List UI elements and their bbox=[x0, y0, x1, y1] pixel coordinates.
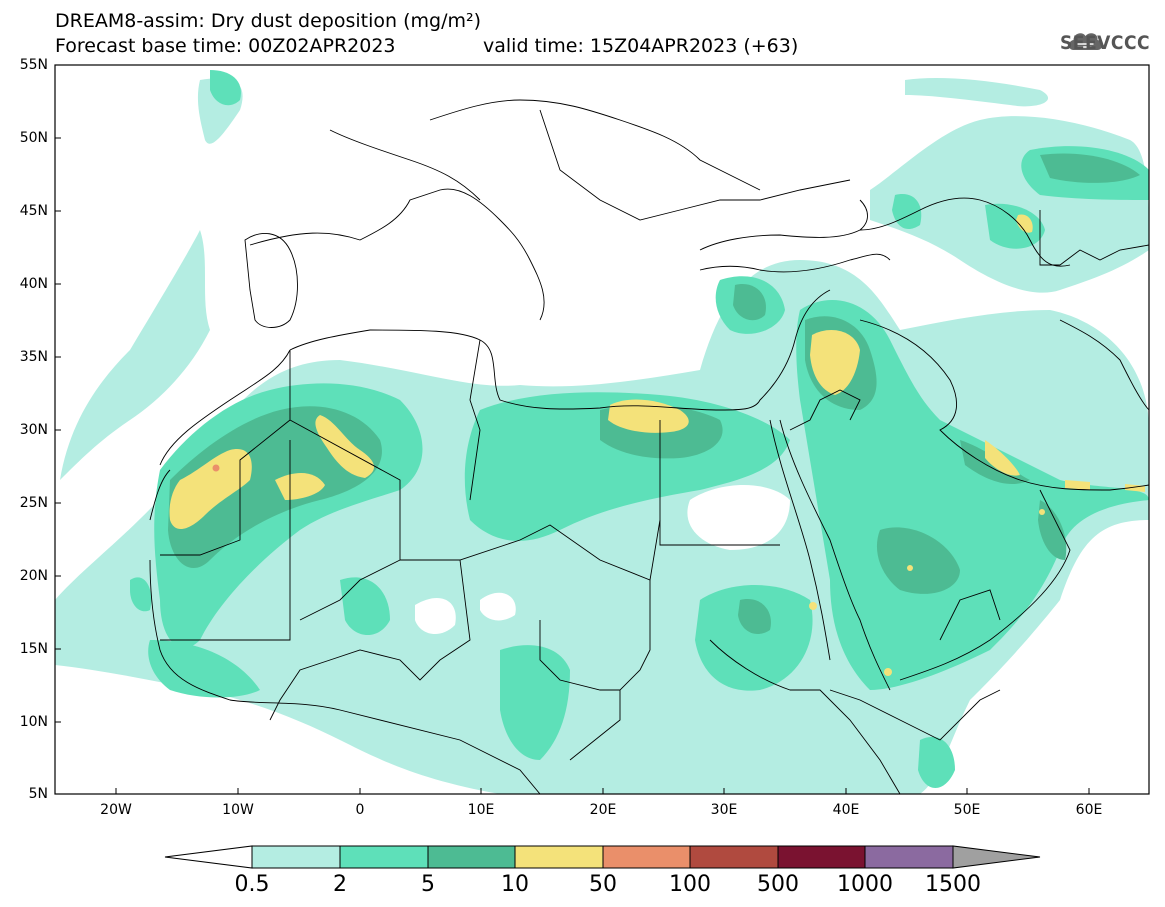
colorbar-label: 1000 bbox=[837, 872, 893, 897]
logo-text: SEEVCCC bbox=[1060, 32, 1151, 54]
colorbar-swatch-6 bbox=[689, 845, 779, 869]
axis-ticks bbox=[55, 64, 1090, 794]
lat-label: 15N bbox=[19, 641, 48, 657]
colorbar-swatch-4 bbox=[514, 845, 604, 869]
colorbar-swatch-5 bbox=[602, 845, 691, 869]
lat-label: 50N bbox=[19, 130, 48, 146]
colorbar-swatch-8 bbox=[864, 845, 954, 869]
lat-label: 45N bbox=[19, 203, 48, 219]
dust-level-4 bbox=[169, 214, 1145, 676]
colorbar-under-arrow bbox=[164, 845, 253, 869]
lat-label: 30N bbox=[19, 422, 48, 438]
lat-label: 40N bbox=[19, 276, 48, 292]
colorbar-label: 1500 bbox=[925, 872, 981, 897]
colorbar-swatch-3 bbox=[427, 845, 516, 869]
colorbar-label: 5 bbox=[421, 872, 435, 897]
country-borders bbox=[149, 99, 1149, 794]
lat-label: 20N bbox=[19, 568, 48, 584]
cloud-icon bbox=[1069, 33, 1102, 50]
lon-label: 20W bbox=[100, 802, 132, 818]
colorbar-swatch-7 bbox=[777, 845, 866, 869]
colorbar-label: 500 bbox=[757, 872, 799, 897]
colorbar-label: 100 bbox=[669, 872, 711, 897]
lon-label: 40E bbox=[832, 802, 860, 818]
lon-label: 0 bbox=[355, 802, 365, 818]
colorbar-over-arrow bbox=[952, 845, 1041, 869]
colorbar-label: 0.5 bbox=[234, 872, 270, 897]
lat-label: 25N bbox=[19, 495, 48, 511]
dust-level-5 bbox=[212, 464, 220, 472]
colorbar-swatch-2 bbox=[339, 845, 429, 869]
lon-label: 20E bbox=[589, 802, 617, 818]
lon-label: 10E bbox=[467, 802, 495, 818]
lon-label: 50E bbox=[953, 802, 981, 818]
colorbar-label: 2 bbox=[333, 872, 347, 897]
colorbar-label: 50 bbox=[589, 872, 617, 897]
colorbar bbox=[164, 845, 1041, 869]
map-title: DREAM8-assim: Dry dust deposition (mg/m²… bbox=[55, 10, 482, 32]
valid-time: valid time: 15Z04APR2023 (+63) bbox=[483, 35, 799, 57]
lon-label: 60E bbox=[1075, 802, 1103, 818]
lon-label: 30E bbox=[710, 802, 738, 818]
colorbar-swatch-1 bbox=[251, 845, 341, 869]
forecast-base-time: Forecast base time: 00Z02APR2023 bbox=[55, 35, 396, 57]
lon-label: 10W bbox=[222, 802, 254, 818]
lat-label: 35N bbox=[19, 349, 48, 365]
lat-label: 10N bbox=[19, 714, 48, 730]
lat-label: 55N bbox=[19, 57, 48, 73]
dust-fields bbox=[55, 70, 1149, 794]
lat-label: 5N bbox=[28, 786, 48, 802]
colorbar-label: 10 bbox=[501, 872, 529, 897]
